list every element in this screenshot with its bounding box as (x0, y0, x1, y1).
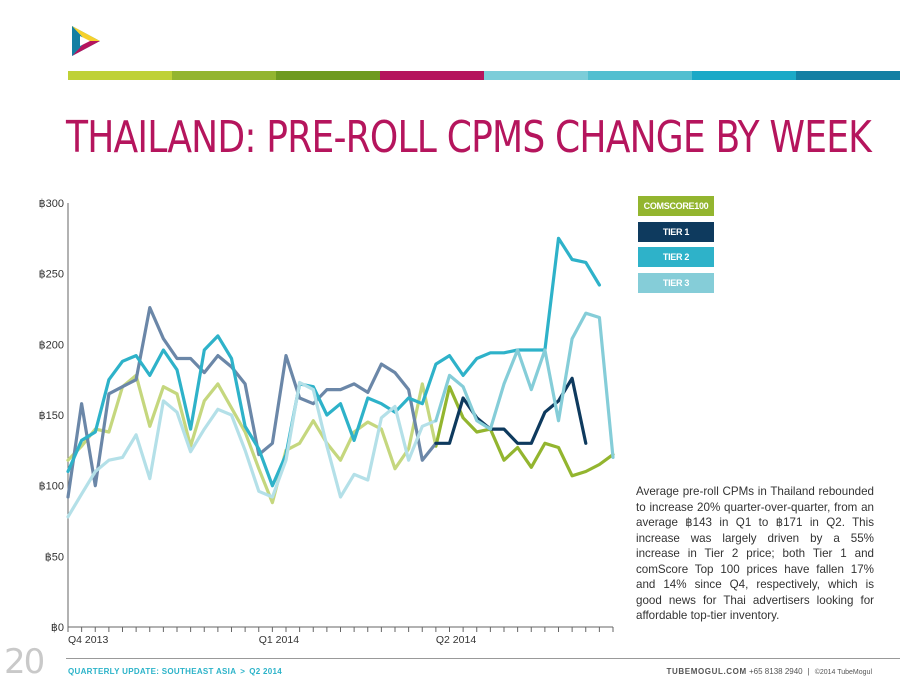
y-tick-label: ฿250 (39, 269, 64, 281)
y-tick-label: ฿200 (39, 339, 64, 351)
footer-divider (66, 658, 900, 659)
series-line-tier-3 (434, 311, 615, 459)
page-number: 20 (4, 642, 45, 682)
tubemogul-logo (72, 26, 100, 56)
footer-contact: TUBEMOGUL.COM +65 8138 2940 | ©2014 TubeMo… (667, 667, 872, 676)
x-tick-label: Q2 2014 (436, 634, 476, 646)
footer-divider-bar: | (807, 667, 810, 676)
color-bar-segment-8 (796, 71, 900, 80)
y-tick-label: ฿0 (51, 622, 64, 634)
color-bar-segment-5 (484, 71, 588, 80)
y-tick-label: ฿300 (39, 198, 64, 210)
y-tick-label: ฿50 (45, 551, 64, 563)
footer-section: QUARTERLY UPDATE: SOUTHEAST ASIA > Q2 2014 (68, 667, 282, 676)
color-bar-segment-4 (380, 71, 484, 80)
color-bar-segment-6 (588, 71, 692, 80)
footer-period: Q2 2014 (249, 667, 283, 676)
legend-item-tier2: TIER 2 (638, 247, 714, 267)
cpm-line-chart: ฿0 ฿50 ฿100 ฿150 ฿200 ฿250 ฿300 Q4 2013 Q1 2014 Q… (39, 198, 615, 646)
series-line-comscore100 (434, 385, 615, 478)
footer-copyright: ©2014 TubeMogul (814, 669, 872, 676)
x-tick-label: Q1 2014 (259, 634, 299, 646)
legend-item-tier3: TIER 3 (638, 272, 714, 293)
legend-item-comscore100: COMSCORE100 (638, 196, 714, 216)
series-line-comscore100-early (66, 373, 438, 505)
color-bar-segment-2 (172, 71, 276, 80)
color-bar-segment-3 (276, 71, 380, 80)
y-tick-label: ฿150 (39, 410, 64, 422)
series-line-tier-3-early (66, 380, 438, 519)
footer-site-link[interactable]: TUBEMOGUL.COM (666, 667, 747, 676)
y-tick-label: ฿100 (39, 481, 64, 493)
series-line-tier-2 (66, 236, 602, 488)
page-title: THAILAND: PRE-ROLL CPMS CHANGE BY WEEK (66, 112, 872, 163)
series-line-tier-1-early (66, 305, 438, 499)
series-line-tier-1 (434, 376, 588, 445)
footer-phone: +65 8138 2940 (749, 667, 803, 676)
color-bar-segment-1 (68, 71, 172, 80)
chart-legend: COMSCORE100 TIER 1 TIER 2 TIER 3 (638, 196, 714, 298)
header-color-bar (68, 71, 900, 80)
footer-section-label: QUARTERLY UPDATE: SOUTHEAST ASIA (68, 667, 237, 676)
x-tick-label: Q4 2013 (68, 634, 108, 646)
summary-paragraph: Average pre-roll CPMs in Thailand reboun… (636, 485, 874, 622)
legend-item-tier1: TIER 1 (638, 221, 714, 242)
color-bar-segment-7 (692, 71, 796, 80)
footer-separator: > (240, 667, 246, 676)
